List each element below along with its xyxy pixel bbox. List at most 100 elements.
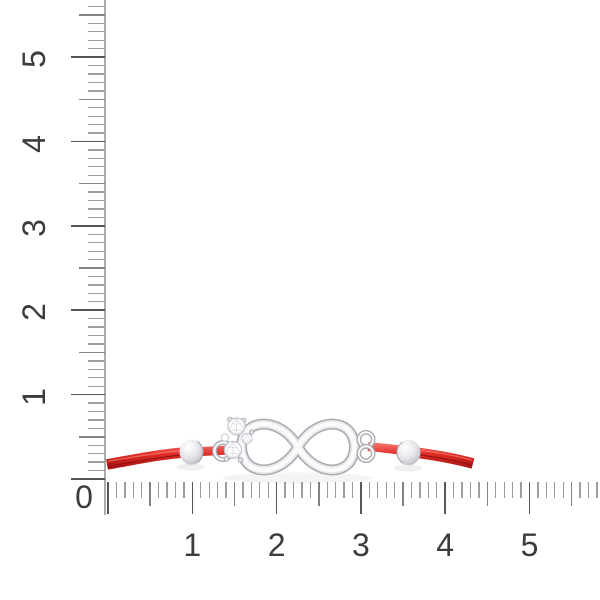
- vertical-ruler-tick: [88, 64, 105, 67]
- horizontal-ruler-tick: [343, 482, 345, 498]
- horizontal-ruler-tick: [351, 482, 354, 498]
- horizontal-ruler-tick: [427, 482, 429, 498]
- horizontal-ruler-label: 4: [436, 527, 455, 563]
- infinity-charm-icon: [236, 418, 360, 476]
- vertical-ruler-tick: [88, 166, 105, 168]
- horizontal-ruler-label: 5: [520, 527, 539, 563]
- vertical-ruler-tick: [88, 39, 105, 41]
- horizontal-ruler-tick: [284, 482, 286, 498]
- horizontal-ruler-tick: [259, 482, 261, 498]
- horizontal-ruler-tick: [275, 482, 278, 514]
- vertical-ruler-tick: [88, 115, 105, 117]
- horizontal-ruler-tick: [141, 482, 143, 498]
- horizontal-ruler-tick: [267, 482, 269, 498]
- horizontal-ruler-tick: [200, 482, 202, 498]
- horizontal-ruler-tick: [478, 482, 480, 498]
- vertical-ruler-tick: [71, 309, 105, 312]
- vertical-ruler-tick: [71, 140, 105, 143]
- vertical-ruler-tick: [88, 208, 105, 210]
- horizontal-ruler-label: 3: [351, 527, 370, 563]
- vertical-ruler-tick: [88, 22, 105, 25]
- vertical-ruler-tick: [88, 453, 105, 455]
- vertical-ruler-tick: [88, 31, 105, 33]
- horizontal-ruler-tick: [596, 482, 598, 498]
- horizontal-ruler-tick: [410, 482, 413, 498]
- vertical-ruler-tick: [88, 191, 105, 193]
- horizontal-ruler-tick: [309, 482, 311, 498]
- horizontal-ruler-tick: [537, 482, 539, 498]
- horizontal-ruler-tick: [250, 482, 252, 498]
- horizontal-ruler-tick: [216, 482, 219, 498]
- horizontal-ruler-tick: [124, 482, 126, 498]
- horizontal-ruler-tick: [452, 482, 455, 498]
- vertical-ruler-tick: [88, 402, 105, 404]
- vertical-ruler-tick: [88, 123, 105, 126]
- horizontal-ruler-tick: [225, 482, 227, 498]
- horizontal-ruler-tick: [444, 482, 446, 514]
- horizontal-ruler-tick: [528, 482, 531, 514]
- horizontal-ruler-tick: [545, 482, 547, 498]
- vertical-ruler-tick: [88, 81, 105, 84]
- vertical-ruler-tick: [88, 301, 105, 303]
- vertical-ruler-tick: [71, 478, 105, 480]
- vertical-ruler-tick: [88, 157, 105, 160]
- horizontal-ruler-tick: [579, 482, 581, 498]
- vertical-ruler-tick: [88, 48, 105, 50]
- vertical-ruler-tick: [88, 199, 105, 202]
- vertical-ruler-tick: [88, 419, 105, 421]
- vertical-ruler-tick: [88, 326, 105, 328]
- vertical-ruler-tick: [79, 98, 105, 101]
- horizontal-ruler-tick: [149, 482, 151, 506]
- vertical-ruler-baseline: [104, 0, 106, 515]
- soft-shadow: [177, 463, 422, 484]
- horizontal-ruler-tick: [385, 482, 387, 498]
- silver-bead-left: [179, 439, 204, 465]
- horizontal-ruler-tick: [377, 482, 379, 498]
- horizontal-ruler-tick: [436, 482, 438, 498]
- vertical-ruler-tick: [88, 233, 105, 235]
- vertical-ruler-tick: [88, 334, 105, 337]
- vertical-ruler-tick: [88, 469, 105, 472]
- vertical-ruler-tick: [79, 267, 105, 269]
- double-jump-ring-right: [356, 429, 376, 463]
- vertical-ruler-tick: [88, 90, 105, 92]
- horizontal-ruler-tick: [570, 482, 573, 506]
- vertical-ruler-tick: [88, 360, 105, 362]
- vertical-ruler-tick: [88, 5, 105, 8]
- vertical-ruler-tick: [88, 368, 105, 370]
- horizontal-ruler-tick: [495, 482, 497, 498]
- horizontal-ruler-tick: [301, 482, 303, 498]
- horizontal-ruler-tick: [233, 482, 236, 506]
- horizontal-ruler-tick: [469, 482, 472, 498]
- vertical-ruler-tick: [88, 107, 105, 109]
- horizontal-ruler-tick: [461, 482, 463, 498]
- horizontal-ruler-tick: [174, 482, 177, 498]
- vertical-ruler-tick: [88, 444, 105, 446]
- vertical-ruler-tick: [79, 436, 105, 438]
- vertical-ruler-tick: [88, 318, 105, 320]
- vertical-ruler-tick: [79, 182, 105, 185]
- vertical-ruler-tick: [88, 73, 105, 75]
- vertical-ruler-tick: [71, 225, 105, 227]
- vertical-ruler-tick: [88, 343, 105, 345]
- ruler-origin-label: 0: [75, 479, 93, 515]
- horizontal-ruler-label: 2: [267, 527, 286, 563]
- vertical-ruler-tick: [88, 385, 105, 387]
- horizontal-ruler-tick: [326, 482, 328, 498]
- horizontal-ruler-tick: [554, 482, 556, 498]
- horizontal-ruler-tick: [587, 482, 590, 498]
- horizontal-ruler-tick: [393, 482, 396, 498]
- vertical-ruler-tick: [88, 410, 105, 413]
- vertical-ruler-tick: [88, 275, 105, 278]
- horizontal-ruler-tick: [318, 482, 320, 506]
- horizontal-ruler-tick: [115, 482, 118, 498]
- horizontal-ruler-tick: [520, 482, 522, 498]
- silver-bead-right: [396, 439, 421, 466]
- vertical-ruler-tick: [88, 377, 105, 379]
- vertical-ruler-tick: [88, 258, 105, 261]
- vertical-ruler-tick: [71, 56, 105, 58]
- horizontal-ruler-tick: [208, 482, 210, 498]
- horizontal-ruler-tick: [107, 482, 109, 514]
